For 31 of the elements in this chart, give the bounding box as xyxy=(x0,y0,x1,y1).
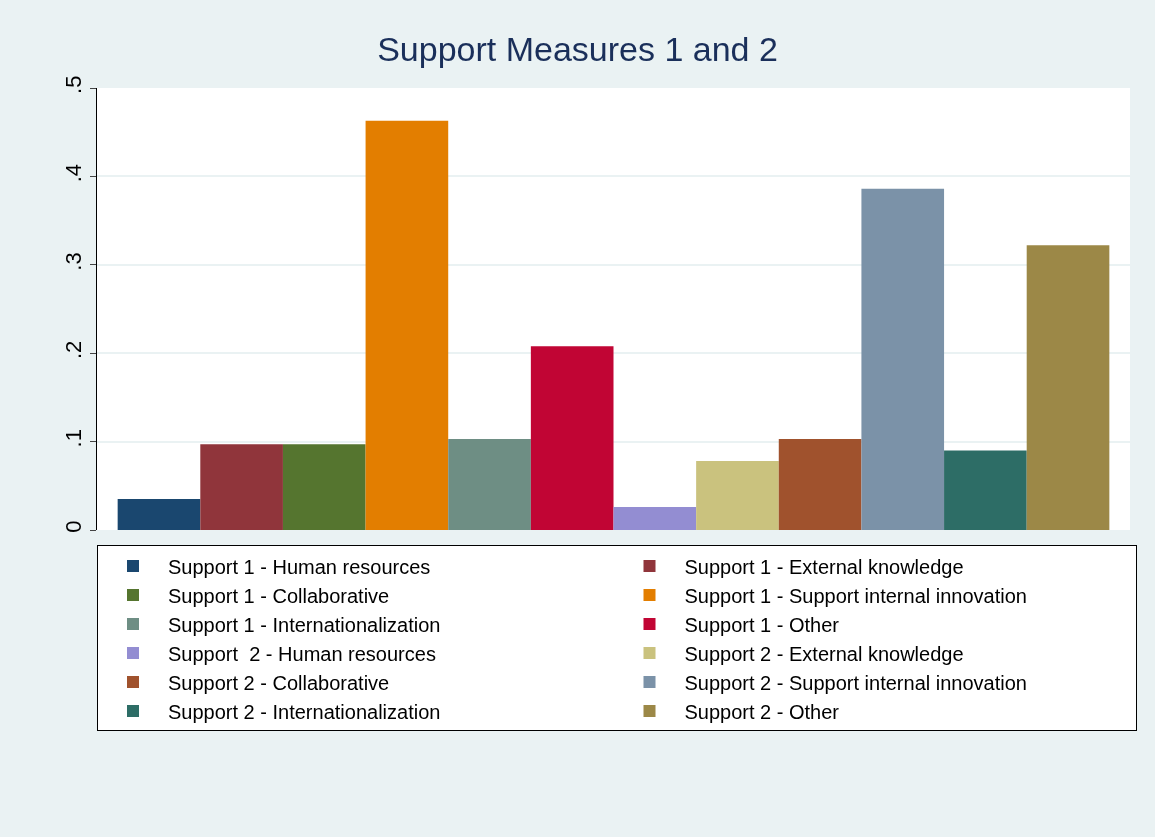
legend-label: Support 2 - Other xyxy=(684,700,840,723)
chart-title: Support Measures 1 and 2 xyxy=(377,30,778,69)
bar xyxy=(944,450,1027,530)
legend-label: Support 1 - Collaborative xyxy=(168,584,390,607)
legend-label: Support 2 - Human resources xyxy=(168,642,436,665)
legend-label: Support 1 - Internationalization xyxy=(168,613,441,636)
legend-label: Support 1 - External knowledge xyxy=(684,555,964,578)
legend-label: Support 1 - Other xyxy=(684,613,840,636)
bar xyxy=(117,499,201,530)
bar xyxy=(448,438,531,530)
y-tick-label: .3 xyxy=(61,252,87,271)
y-tick-label: .1 xyxy=(61,429,87,448)
bar xyxy=(613,507,697,530)
legend-label: Support 2 - Internationalization xyxy=(168,700,441,723)
legend-label: Support 2 - External knowledge xyxy=(684,642,964,665)
legend-label: Support 1 - Support internal innovation xyxy=(684,584,1027,607)
y-tick-label: .5 xyxy=(61,75,87,94)
legend-label: Support 2 - Collaborative xyxy=(168,671,390,694)
bar xyxy=(200,444,283,530)
legend-label: Support 1 - Human resources xyxy=(168,555,431,578)
bar xyxy=(1026,245,1110,530)
bar xyxy=(282,444,366,530)
legend-label: Support 2 - Support internal innovation xyxy=(684,671,1027,694)
y-tick-label: 0 xyxy=(61,520,87,533)
y-tick-label: .4 xyxy=(61,163,87,183)
bar xyxy=(696,461,779,530)
bar xyxy=(365,120,449,530)
y-tick-label: .2 xyxy=(61,340,87,360)
bar xyxy=(861,188,945,530)
bar xyxy=(530,346,614,530)
bar xyxy=(778,438,862,530)
